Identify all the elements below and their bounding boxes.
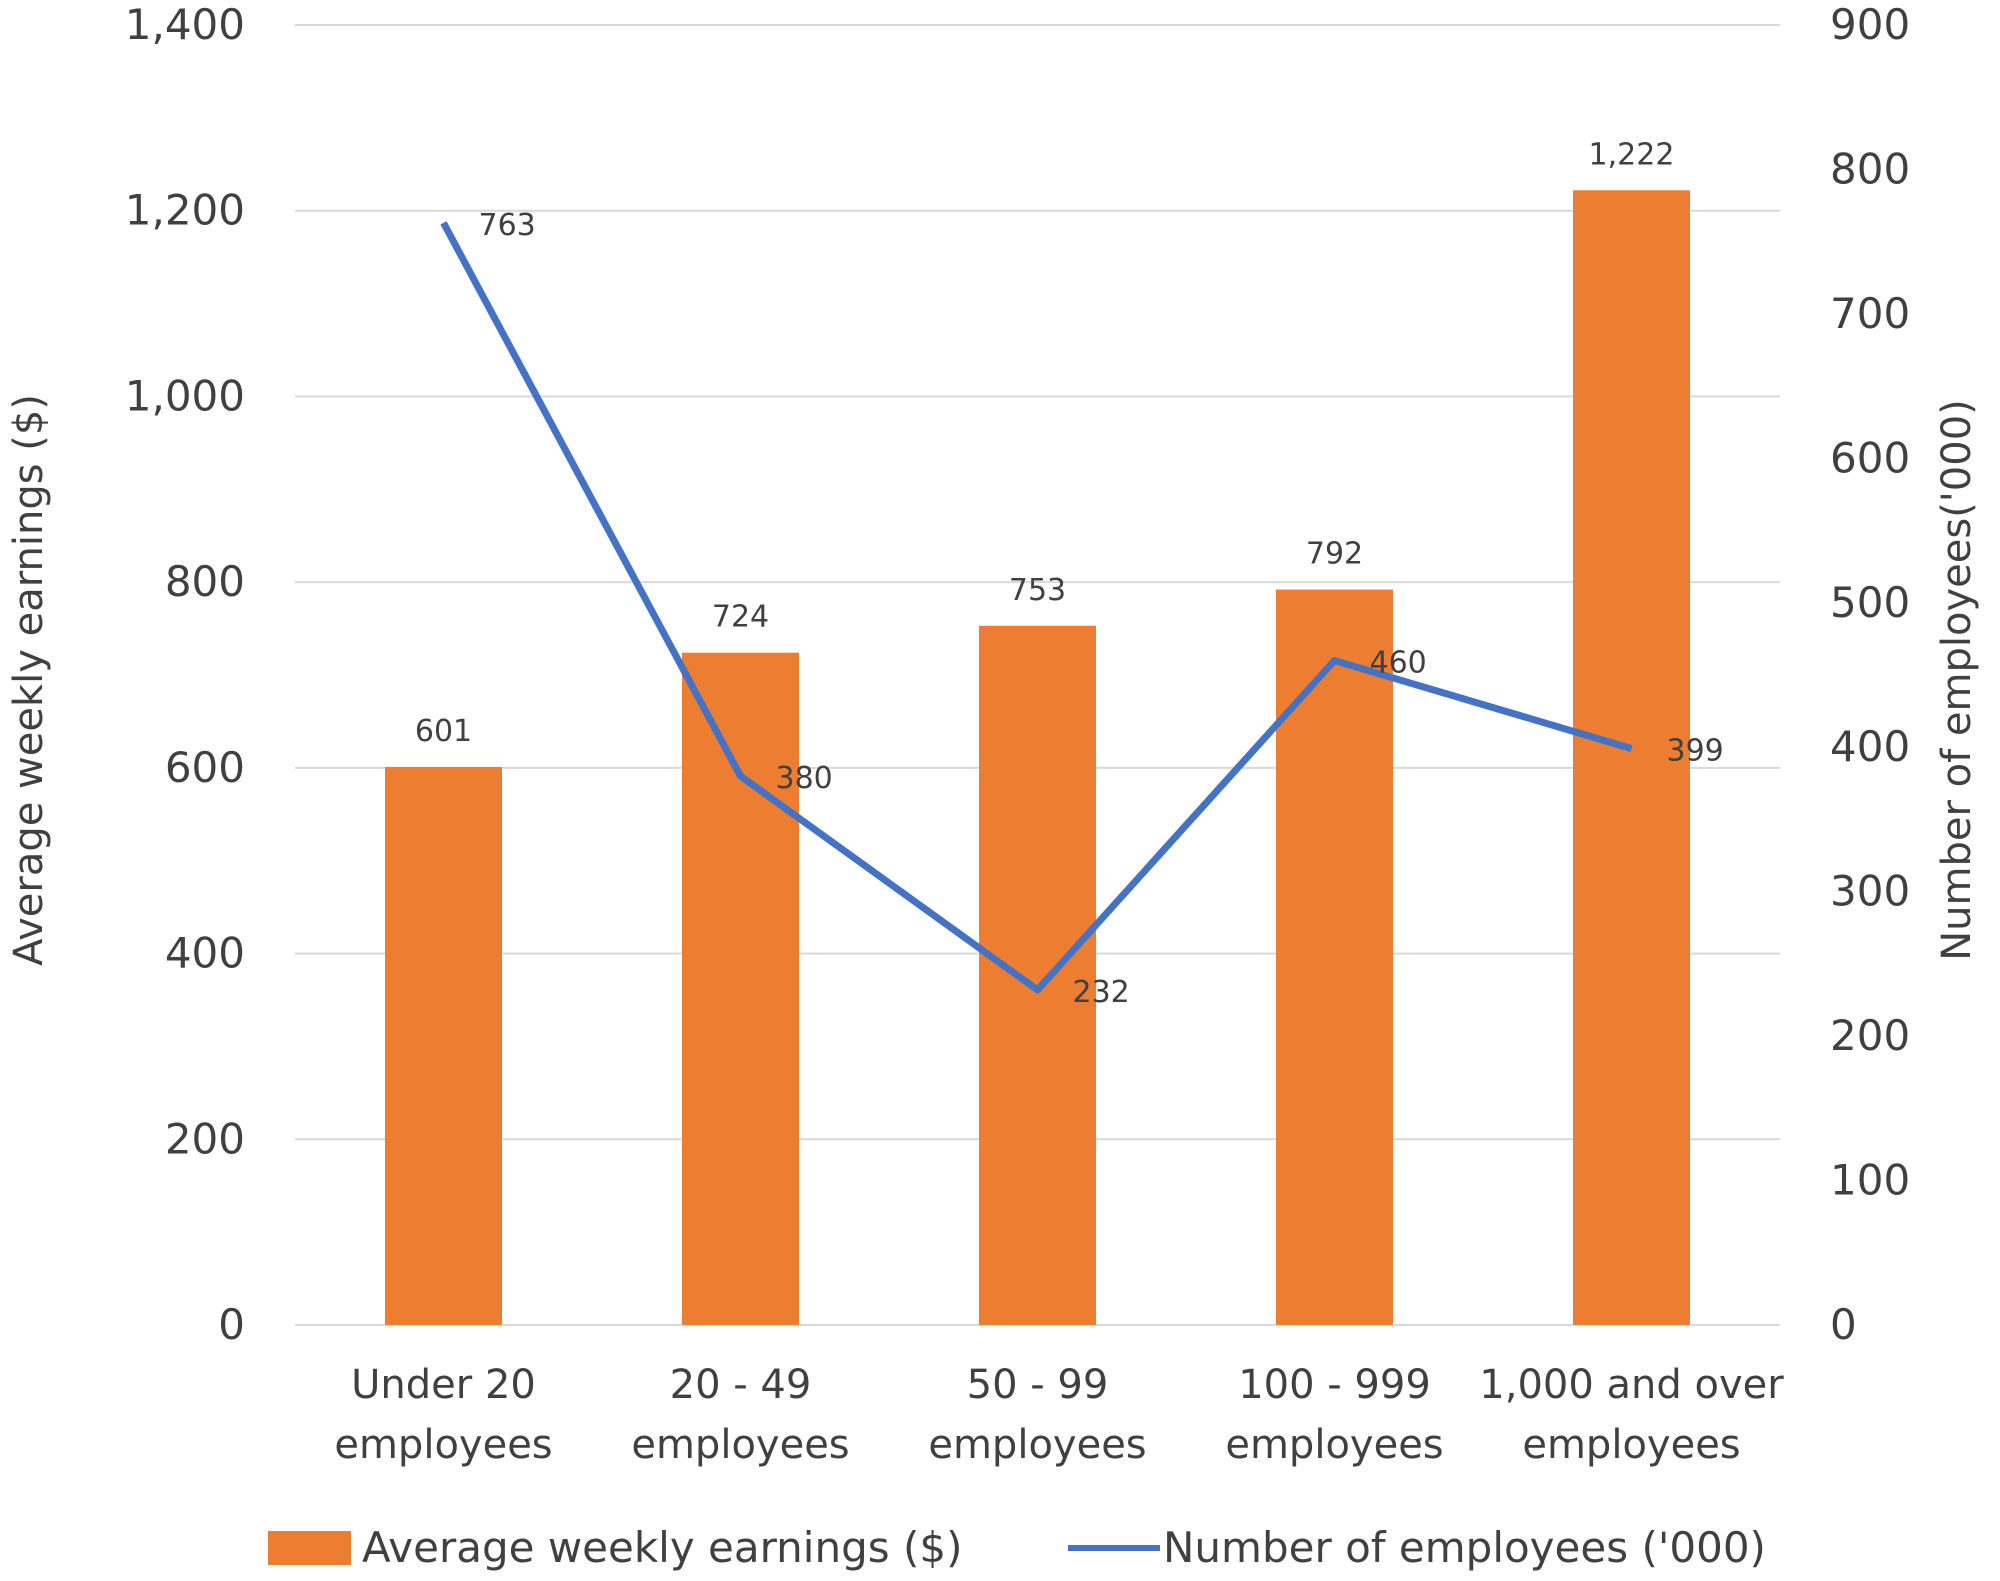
- right-tick-label: 900: [1830, 0, 1910, 49]
- right-tick-label: 400: [1830, 722, 1910, 771]
- bar-data-label: 753: [1009, 573, 1066, 608]
- line-data-label: 763: [479, 208, 536, 243]
- right-tick-label: 0: [1830, 1300, 1857, 1349]
- right-tick-label: 200: [1830, 1011, 1910, 1060]
- bar-series: [385, 190, 1690, 1325]
- right-tick-label: 600: [1830, 433, 1910, 482]
- bar-data-label: 792: [1306, 537, 1363, 572]
- left-tick-label: 1,000: [125, 371, 245, 420]
- right-axis-ticks: 0 100 200 300 400 500 600 700 800 900: [1830, 0, 1910, 1349]
- bar: [682, 652, 799, 1325]
- category-axis-labels: Under 20 employees 20 - 49 employees 50 - 99…: [334, 1362, 1784, 1468]
- legend-bar-label: Average weekly earnings ($): [362, 1523, 962, 1572]
- bar-data-label: 724: [712, 600, 769, 635]
- employees-line: [440, 221, 1633, 994]
- category-label: 1,000 and over employees: [1479, 1362, 1784, 1468]
- right-tick-label: 700: [1830, 289, 1910, 338]
- line-series: [440, 221, 1633, 994]
- line-data-label: 399: [1667, 734, 1724, 769]
- bar: [1276, 589, 1393, 1325]
- left-tick-label: 0: [218, 1300, 245, 1349]
- bar: [979, 625, 1096, 1325]
- category-label: 100 - 999 employees: [1225, 1362, 1443, 1468]
- right-tick-label: 500: [1830, 578, 1910, 627]
- line-data-label: 380: [776, 761, 833, 796]
- data-labels: 601 724 753 792 1,222 763 380 232 460 399: [415, 137, 1724, 1010]
- left-axis-title: Average weekly earnings ($): [6, 394, 52, 966]
- legend: Average weekly earnings ($) Number of em…: [268, 1523, 1766, 1572]
- line-data-label: 232: [1073, 975, 1130, 1010]
- left-tick-label: 200: [165, 1114, 245, 1163]
- legend-line-label: Number of employees ('000): [1163, 1523, 1766, 1572]
- bar-data-label: 1,222: [1589, 137, 1675, 172]
- category-label: 20 - 49 employees: [631, 1362, 849, 1468]
- left-tick-label: 600: [165, 743, 245, 792]
- left-tick-label: 1,200: [125, 186, 245, 235]
- legend-bar-swatch: [268, 1531, 351, 1565]
- right-tick-label: 100: [1830, 1156, 1910, 1205]
- right-tick-label: 300: [1830, 867, 1910, 916]
- right-tick-label: 800: [1830, 144, 1910, 193]
- left-tick-label: 1,400: [125, 0, 245, 49]
- line-data-label: 460: [1370, 646, 1427, 681]
- category-label: Under 20 employees: [334, 1362, 552, 1468]
- bar: [1573, 190, 1690, 1325]
- right-axis-title: Number of employees('000): [1934, 399, 1980, 961]
- left-tick-label: 400: [165, 929, 245, 978]
- left-tick-label: 800: [165, 557, 245, 606]
- left-axis-ticks: 0 200 400 600 800 1,000 1,200 1,400: [125, 0, 245, 1349]
- bar: [385, 766, 502, 1325]
- category-label: 50 - 99 employees: [928, 1362, 1146, 1468]
- bar-data-label: 601: [415, 714, 472, 749]
